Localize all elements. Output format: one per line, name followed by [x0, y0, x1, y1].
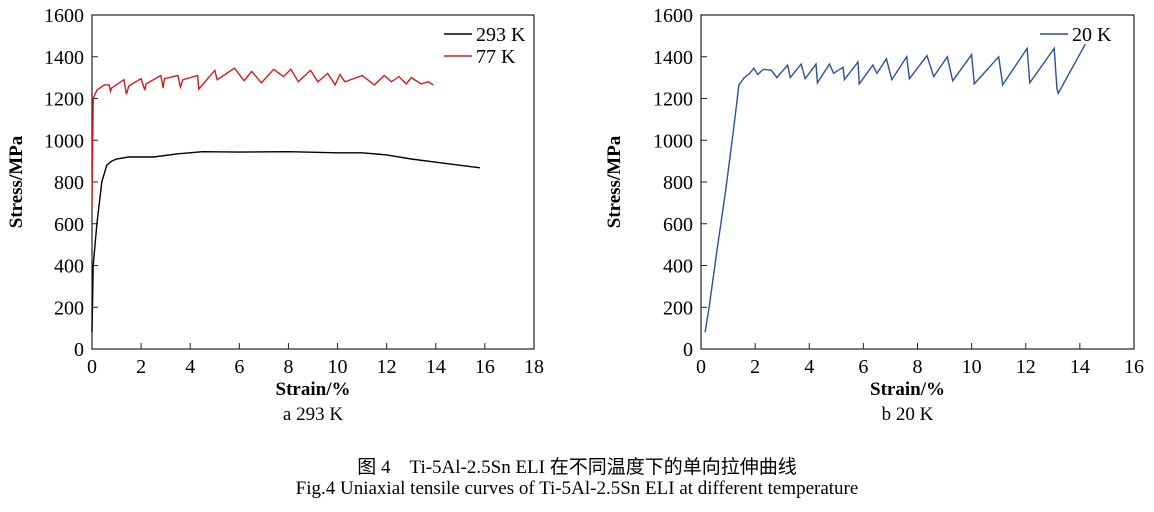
series-line-20k: [704, 43, 1086, 333]
y-tick-label: 1200: [653, 89, 693, 111]
y-tick-label: 400: [663, 256, 693, 278]
x-tick-label: 4: [185, 356, 195, 378]
legend-label: 20 K: [1072, 24, 1112, 46]
y-tick-label: 0: [683, 339, 693, 361]
x-tick-label: 18: [524, 356, 544, 378]
y-tick-label: 1600: [44, 5, 84, 27]
y-tick-label: 1400: [653, 47, 693, 69]
x-tick-label: 10: [328, 356, 348, 378]
y-tick-label: 200: [663, 297, 693, 319]
y-tick-label: 1200: [44, 89, 84, 111]
x-tick-label: 4: [804, 356, 814, 378]
y-tick-label: 400: [54, 256, 84, 278]
plot-frame: [91, 14, 535, 350]
x-tick-label: 16: [475, 356, 495, 378]
legend-label: 293 K: [476, 24, 526, 46]
plot-frame: [700, 14, 1135, 350]
y-tick-label: 1000: [653, 130, 693, 152]
series-line-293k: [91, 150, 481, 333]
x-tick-label: 0: [87, 356, 97, 378]
y-tick-label: 600: [663, 214, 693, 236]
chart-panel-0: 0 2 4 6 8 10 12 14 16 18 0 200 400 600 800 1000 1200 1400…: [6, 5, 544, 425]
x-tick-label: 6: [234, 356, 244, 378]
x-tick-label: 14: [1070, 356, 1090, 378]
x-axis-label: Strain/%: [870, 379, 945, 400]
y-tick-label: 1600: [653, 5, 693, 27]
series-line-77k: [91, 67, 434, 208]
y-tick-label: 1400: [44, 47, 84, 69]
caption-en: Fig.4 Uniaxial tensile curves of Ti-5Al-…: [295, 478, 859, 499]
y-tick-label: 600: [54, 214, 84, 236]
x-tick-label: 8: [283, 356, 293, 378]
x-tick-label: 0: [696, 356, 706, 378]
y-tick-label: 200: [54, 297, 84, 319]
y-axis-label: Stress/MPa: [604, 135, 625, 228]
x-tick-label: 12: [1016, 356, 1036, 378]
chart-panel-1: 0 2 4 6 8 10 12 14 16 0 200 400 600 800 1000 1200 1400 16…: [604, 5, 1144, 425]
panel-label: a 293 K: [283, 404, 343, 425]
x-axis-label: Strain/%: [276, 379, 351, 400]
y-tick-label: 1000: [44, 130, 84, 152]
y-tick-label: 0: [74, 339, 84, 361]
x-tick-label: 2: [750, 356, 760, 378]
x-tick-label: 2: [136, 356, 146, 378]
x-tick-label: 14: [426, 356, 446, 378]
x-tick-label: 12: [377, 356, 397, 378]
x-tick-label: 10: [962, 356, 982, 378]
y-axis-label: Stress/MPa: [6, 135, 27, 228]
x-tick-label: 6: [858, 356, 868, 378]
y-tick-label: 800: [663, 172, 693, 194]
y-tick-label: 800: [54, 172, 84, 194]
caption-zh: 图 4 Ti-5Al-2.5Sn ELI 在不同温度下的单向拉伸曲线: [357, 457, 797, 478]
x-tick-label: 16: [1124, 356, 1144, 378]
panel-label: b 20 K: [882, 404, 934, 425]
x-tick-label: 8: [913, 356, 923, 378]
legend-label: 77 K: [476, 46, 516, 68]
